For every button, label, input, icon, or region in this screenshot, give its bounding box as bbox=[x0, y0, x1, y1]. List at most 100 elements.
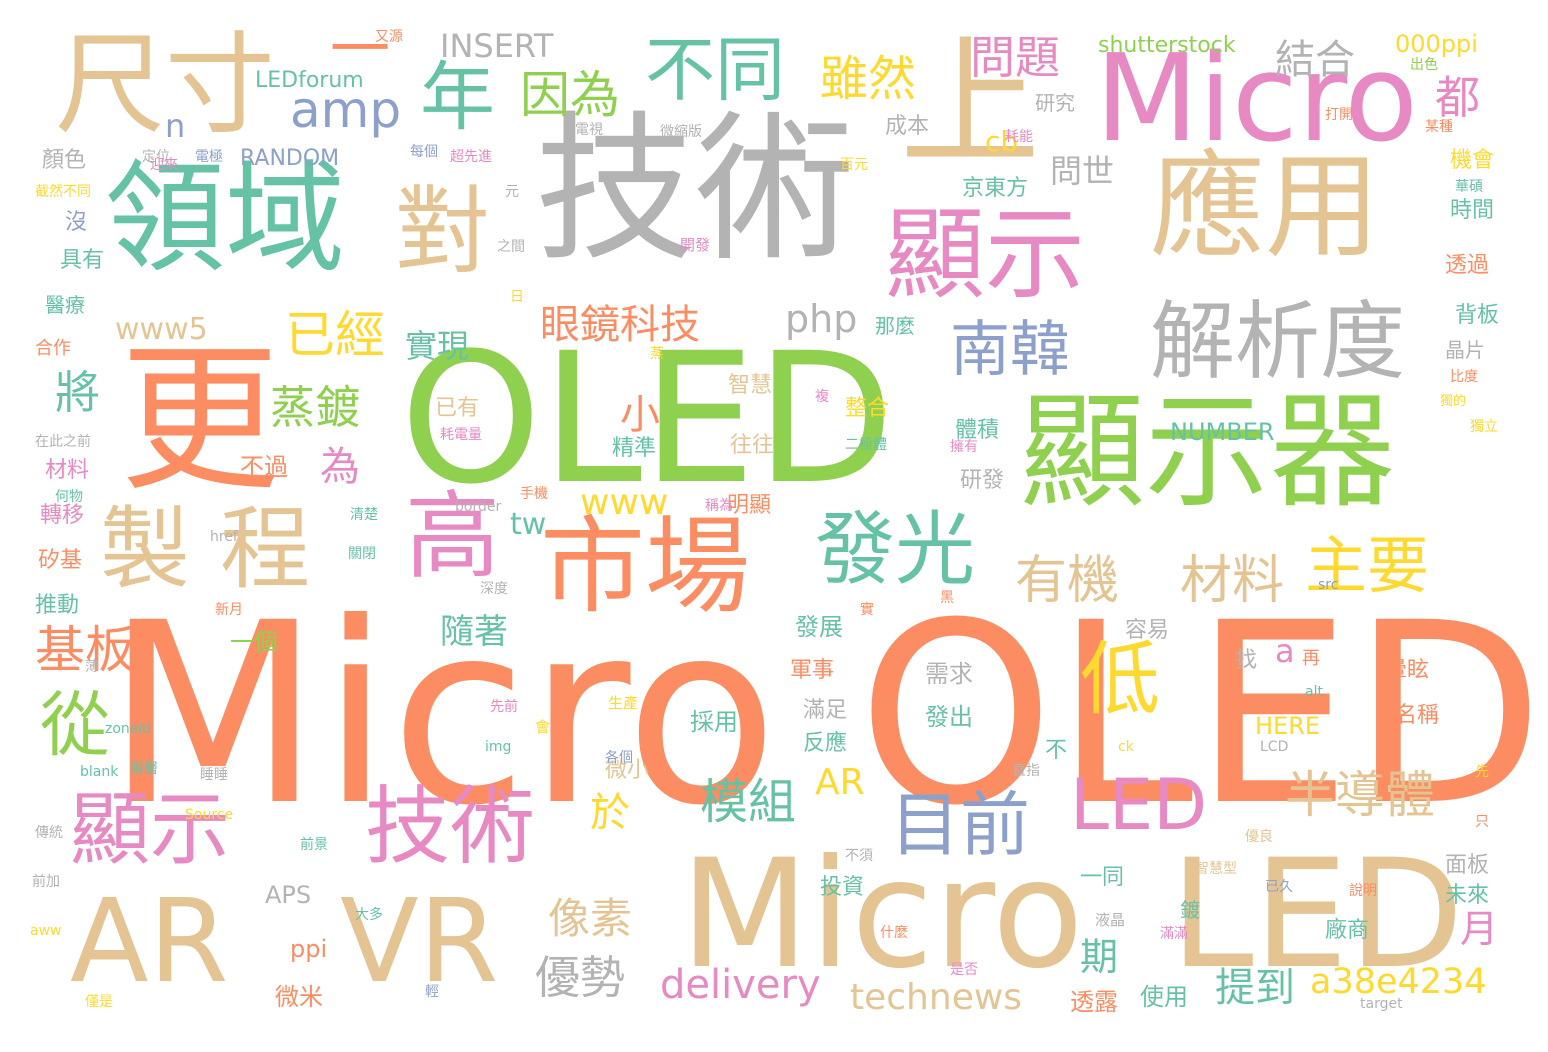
cloud-word: 半導體 bbox=[1285, 766, 1435, 824]
cloud-word: ppi bbox=[290, 935, 328, 963]
cloud-word: LCD bbox=[1260, 739, 1289, 755]
cloud-word: 大多 bbox=[355, 907, 383, 923]
cloud-word: 晶片 bbox=[1445, 338, 1485, 362]
cloud-word: 時間 bbox=[1450, 198, 1495, 223]
cloud-word: 低 bbox=[1080, 633, 1160, 726]
cloud-word: a bbox=[1275, 632, 1295, 670]
cloud-word: 高 bbox=[405, 482, 501, 592]
cloud-word: 對 bbox=[395, 177, 491, 287]
cloud-word: 某種 bbox=[1425, 119, 1453, 135]
cloud-word: 眼鏡科技 bbox=[540, 302, 700, 348]
cloud-word: 年 bbox=[420, 53, 496, 141]
cloud-word: border bbox=[455, 499, 502, 515]
cloud-word: APS bbox=[265, 881, 312, 909]
cloud-word: 暈眩 bbox=[1385, 658, 1430, 683]
cloud-word: 研發 bbox=[960, 468, 1005, 493]
cloud-word: 因為 bbox=[520, 66, 620, 124]
cloud-word: 實現 bbox=[405, 327, 470, 365]
cloud-word: 微縮版 bbox=[660, 124, 702, 140]
cloud-word: 稱為 bbox=[705, 498, 733, 514]
cloud-word: 成本 bbox=[885, 114, 930, 139]
cloud-word: 在此之前 bbox=[35, 434, 91, 450]
cloud-word: 結合 bbox=[1275, 37, 1355, 83]
cloud-word: 百元 bbox=[840, 157, 868, 173]
cloud-word: 開發 bbox=[680, 236, 711, 254]
cloud-word: 說明 bbox=[1349, 883, 1377, 899]
cloud-word: 電極 bbox=[195, 149, 223, 165]
cloud-word: 有機 bbox=[1015, 551, 1120, 611]
cloud-word: 打開 bbox=[1325, 107, 1353, 123]
cloud-word: 日 bbox=[510, 289, 524, 305]
cloud-word: 隨著 bbox=[440, 612, 508, 652]
cloud-word: 上 bbox=[900, 23, 1041, 186]
cloud-word: 反應 bbox=[803, 731, 848, 756]
cloud-word: 顯示器 bbox=[1020, 380, 1395, 525]
cloud-word: 已有 bbox=[435, 396, 480, 421]
cloud-word: 蒸 bbox=[650, 346, 664, 362]
cloud-word: Source bbox=[185, 807, 234, 823]
cloud-word: 薄 bbox=[85, 659, 99, 675]
cloud-word: 不過 bbox=[240, 453, 288, 481]
cloud-word: 從 bbox=[40, 684, 110, 766]
cloud-word: 獨的 bbox=[1440, 394, 1467, 409]
cloud-word: 技術 bbox=[365, 778, 536, 877]
cloud-word: 應用 bbox=[1150, 140, 1381, 274]
cloud-word: LED bbox=[1170, 828, 1464, 1002]
cloud-word: 超先進 bbox=[450, 149, 492, 165]
cloud-word: 擁有 bbox=[950, 439, 978, 455]
cloud-word: 合作 bbox=[35, 338, 71, 359]
cloud-word: 月 bbox=[1460, 907, 1499, 951]
cloud-word: 體積 bbox=[955, 418, 1000, 443]
cloud-word: 面板 bbox=[1445, 853, 1490, 878]
cloud-word: Micro bbox=[680, 828, 1084, 1002]
cloud-word: 南韓 bbox=[950, 315, 1070, 385]
cloud-word: www bbox=[580, 482, 669, 523]
cloud-word: 矽基 bbox=[38, 548, 83, 573]
cloud-word: 解析度 bbox=[1150, 293, 1406, 392]
cloud-word: 廠商 bbox=[1325, 918, 1370, 943]
cloud-word: 輕 bbox=[425, 984, 439, 1000]
cloud-word: 黑 bbox=[940, 590, 954, 606]
cloud-word: 投資 bbox=[820, 875, 865, 900]
cloud-word: 耗電量 bbox=[440, 427, 482, 443]
cloud-word: 智慧型 bbox=[1195, 861, 1237, 877]
cloud-word: 出色 bbox=[1410, 57, 1438, 73]
cloud-word: 複 bbox=[815, 389, 829, 405]
cloud-word: 領域 bbox=[105, 150, 345, 289]
cloud-word: 實 bbox=[860, 602, 874, 618]
cloud-word: cb bbox=[985, 125, 1019, 158]
cloud-word: blank bbox=[80, 764, 119, 780]
cloud-word: INSERT bbox=[440, 27, 554, 65]
cloud-word: 醫療 bbox=[45, 293, 85, 317]
cloud-word: 是否 bbox=[950, 962, 978, 978]
cloud-word: 獨立 bbox=[1470, 419, 1498, 435]
cloud-word: 之間 bbox=[497, 239, 525, 255]
cloud-word: 一個 bbox=[230, 628, 278, 656]
cloud-word: 於 bbox=[590, 790, 630, 836]
cloud-word: 往往 bbox=[730, 433, 775, 458]
cloud-word: 元 bbox=[505, 184, 519, 200]
cloud-word: 只 bbox=[1475, 814, 1489, 830]
cloud-word: 迎來 bbox=[150, 157, 178, 173]
cloud-word: 將 bbox=[55, 366, 101, 419]
cloud-word: HERE bbox=[1255, 712, 1321, 740]
cloud-word: 問題 bbox=[970, 31, 1061, 84]
cloud-word: 蒸鍍 bbox=[270, 381, 361, 434]
cloud-word: technews bbox=[850, 977, 1023, 1018]
cloud-word: 顯示 bbox=[885, 196, 1085, 313]
cloud-word: 具有 bbox=[60, 248, 105, 273]
cloud-word: 材料 bbox=[45, 458, 90, 483]
cloud-word: 液晶 bbox=[1095, 911, 1126, 929]
cloud-word: 000ppi bbox=[1395, 30, 1478, 58]
cloud-word: 容易 bbox=[1125, 618, 1170, 643]
cloud-word: VR bbox=[340, 875, 499, 1009]
cloud-word: 前景 bbox=[300, 837, 328, 853]
cloud-word: 材料 bbox=[1180, 551, 1285, 611]
cloud-word: 透過 bbox=[1445, 253, 1490, 278]
cloud-word: 模組 bbox=[700, 774, 797, 830]
cloud-word: 兩層 bbox=[130, 761, 158, 777]
cloud-word: zoneid bbox=[105, 721, 152, 737]
cloud-word: 市場 bbox=[540, 506, 751, 628]
cloud-word: 使用 bbox=[1140, 983, 1188, 1011]
